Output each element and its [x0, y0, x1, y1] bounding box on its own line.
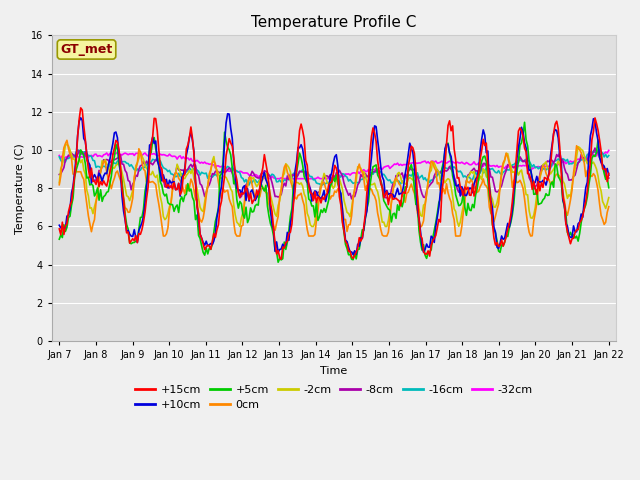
- Text: GT_met: GT_met: [60, 43, 113, 56]
- X-axis label: Time: Time: [321, 366, 348, 376]
- Y-axis label: Temperature (C): Temperature (C): [15, 143, 25, 234]
- Legend: +15cm, +10cm, +5cm, 0cm, -2cm, -8cm, -16cm, -32cm: +15cm, +10cm, +5cm, 0cm, -2cm, -8cm, -16…: [131, 380, 538, 415]
- Title: Temperature Profile C: Temperature Profile C: [252, 15, 417, 30]
